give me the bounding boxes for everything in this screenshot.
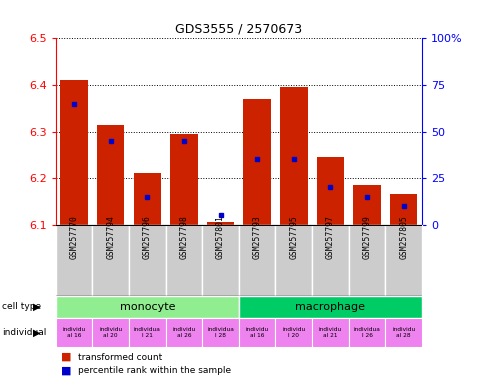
Text: individu
al 21: individu al 21 <box>318 327 341 338</box>
Bar <box>275 318 312 347</box>
Text: individua
l 21: individua l 21 <box>134 327 160 338</box>
Bar <box>352 185 380 225</box>
Text: GSM257798: GSM257798 <box>179 215 188 259</box>
Bar <box>348 318 385 347</box>
Text: individu
al 26: individu al 26 <box>172 327 195 338</box>
Text: GSM257794: GSM257794 <box>106 215 115 259</box>
Text: percentile rank within the sample: percentile rank within the sample <box>77 366 230 376</box>
Text: ▶: ▶ <box>33 302 40 312</box>
Bar <box>97 124 124 225</box>
Text: GSM257797: GSM257797 <box>325 215 334 259</box>
Bar <box>312 318 348 347</box>
Text: transformed count: transformed count <box>77 353 162 362</box>
Bar <box>348 225 385 296</box>
Text: GSM257795: GSM257795 <box>288 215 298 259</box>
Bar <box>166 318 202 347</box>
Text: GSM257805: GSM257805 <box>398 215 408 259</box>
Bar <box>275 225 312 296</box>
Bar <box>133 174 161 225</box>
Bar <box>384 225 421 296</box>
Text: individu
al 20: individu al 20 <box>99 327 122 338</box>
Bar <box>206 222 234 225</box>
Text: individu
al 28: individu al 28 <box>391 327 414 338</box>
Bar <box>239 318 275 347</box>
Bar <box>60 80 88 225</box>
Text: ■: ■ <box>60 366 71 376</box>
Bar <box>170 134 197 225</box>
Bar <box>316 157 344 225</box>
Text: individu
al 16: individu al 16 <box>245 327 268 338</box>
Text: GSM257801: GSM257801 <box>215 215 225 259</box>
Bar <box>279 87 307 225</box>
Text: GSM257799: GSM257799 <box>362 215 371 259</box>
Title: GDS3555 / 2570673: GDS3555 / 2570673 <box>175 23 302 36</box>
Bar <box>56 296 239 318</box>
Bar <box>56 318 92 347</box>
Bar <box>202 225 239 296</box>
Bar <box>312 225 348 296</box>
Bar <box>166 225 202 296</box>
Text: individua
l 26: individua l 26 <box>353 327 379 338</box>
Text: ■: ■ <box>60 352 71 362</box>
Bar <box>384 318 421 347</box>
Text: ▶: ▶ <box>33 327 40 338</box>
Bar <box>129 318 166 347</box>
Text: GSM257793: GSM257793 <box>252 215 261 259</box>
Text: individu
l 20: individu l 20 <box>282 327 305 338</box>
Bar <box>202 318 239 347</box>
Text: GSM257770: GSM257770 <box>69 215 78 259</box>
Text: individual: individual <box>2 328 46 337</box>
Text: GSM257796: GSM257796 <box>142 215 151 259</box>
Bar <box>129 225 166 296</box>
Bar <box>92 318 129 347</box>
Bar <box>239 225 275 296</box>
Bar <box>92 225 129 296</box>
Bar <box>243 99 271 225</box>
Text: cell type: cell type <box>2 302 42 311</box>
Text: individua
l 28: individua l 28 <box>207 327 233 338</box>
Text: monocyte: monocyte <box>120 302 175 312</box>
Bar <box>389 194 417 225</box>
Text: individu
al 16: individu al 16 <box>62 327 86 338</box>
Text: macrophage: macrophage <box>295 302 364 312</box>
Bar <box>239 296 421 318</box>
Bar <box>56 225 92 296</box>
